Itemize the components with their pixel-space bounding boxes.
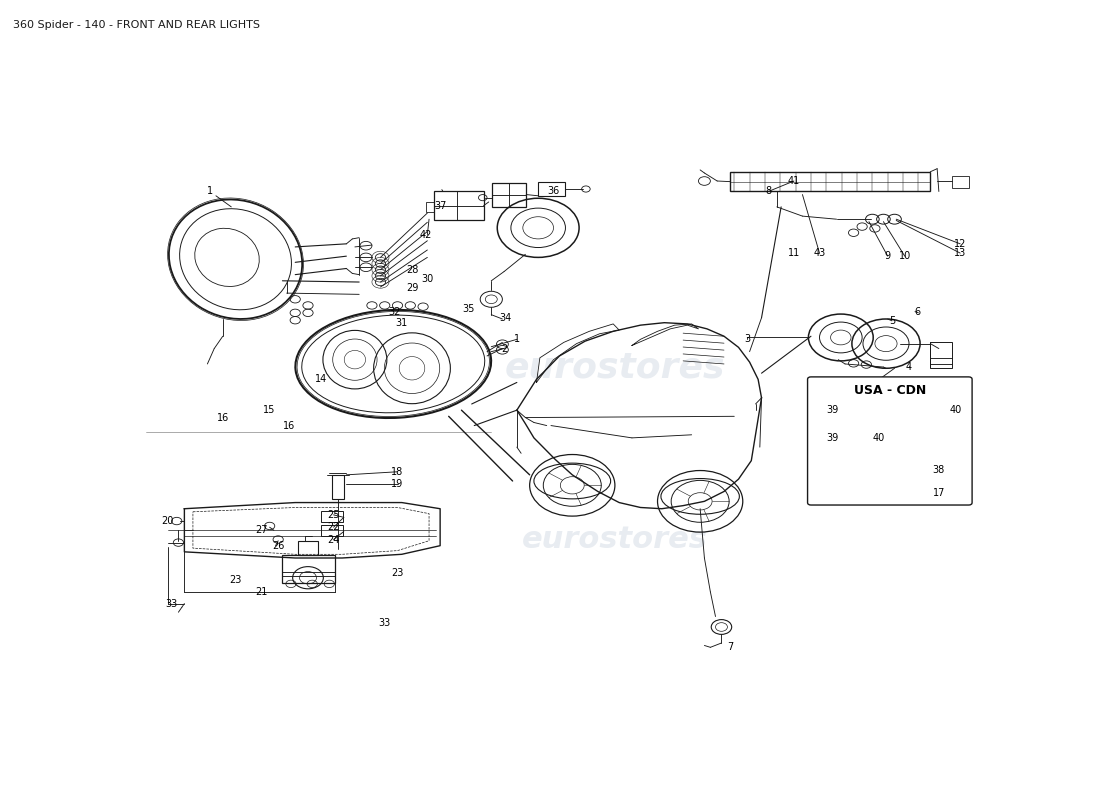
Text: eurostores: eurostores xyxy=(522,525,707,554)
Text: 12: 12 xyxy=(954,239,967,249)
Text: 28: 28 xyxy=(406,265,418,274)
Text: 1: 1 xyxy=(514,334,520,344)
Text: 14: 14 xyxy=(315,374,327,384)
Text: 3: 3 xyxy=(744,334,750,344)
Text: 33: 33 xyxy=(378,618,390,628)
Text: 22: 22 xyxy=(328,522,340,532)
Text: 41: 41 xyxy=(788,176,800,186)
Text: 34: 34 xyxy=(499,313,512,322)
Text: 43: 43 xyxy=(813,248,826,258)
Text: USA - CDN: USA - CDN xyxy=(854,384,926,397)
Text: 8: 8 xyxy=(766,186,771,197)
Text: 10: 10 xyxy=(899,251,911,261)
Text: 9: 9 xyxy=(884,251,891,261)
Text: 5: 5 xyxy=(889,316,895,326)
Text: 42: 42 xyxy=(419,230,432,240)
Text: 15: 15 xyxy=(264,405,276,415)
Text: 13: 13 xyxy=(954,248,966,258)
Text: 6: 6 xyxy=(914,306,921,317)
Text: 29: 29 xyxy=(406,283,418,293)
Text: 37: 37 xyxy=(433,201,447,210)
FancyBboxPatch shape xyxy=(807,377,972,505)
Text: 16: 16 xyxy=(217,413,229,423)
Text: 18: 18 xyxy=(392,466,404,477)
Text: 16: 16 xyxy=(283,421,296,430)
Text: 38: 38 xyxy=(933,465,945,475)
Text: 19: 19 xyxy=(392,479,404,489)
Text: 23: 23 xyxy=(392,568,404,578)
Text: 40: 40 xyxy=(873,433,886,443)
Text: 360 Spider - 140 - FRONT AND REAR LIGHTS: 360 Spider - 140 - FRONT AND REAR LIGHTS xyxy=(13,20,261,30)
Text: 33: 33 xyxy=(165,599,178,610)
Text: 36: 36 xyxy=(548,186,560,197)
Text: 40: 40 xyxy=(949,405,962,415)
Text: 20: 20 xyxy=(161,516,174,526)
Text: 30: 30 xyxy=(421,274,433,284)
Text: 32: 32 xyxy=(388,306,401,317)
Text: 31: 31 xyxy=(396,318,408,328)
Text: 24: 24 xyxy=(328,534,340,545)
Text: 11: 11 xyxy=(788,248,800,258)
Text: eurostores: eurostores xyxy=(505,350,725,384)
Text: 39: 39 xyxy=(826,405,838,415)
Text: 17: 17 xyxy=(933,488,945,498)
Text: 35: 35 xyxy=(462,303,474,314)
Text: 27: 27 xyxy=(255,526,267,535)
Text: 39: 39 xyxy=(826,433,838,443)
Text: 7: 7 xyxy=(727,642,733,652)
Text: 4: 4 xyxy=(906,362,912,372)
Text: 26: 26 xyxy=(272,541,284,550)
Text: 25: 25 xyxy=(328,510,340,520)
Text: 2: 2 xyxy=(500,343,507,354)
Text: 1: 1 xyxy=(207,186,213,197)
Text: 21: 21 xyxy=(255,587,267,597)
Text: 23: 23 xyxy=(230,574,242,585)
